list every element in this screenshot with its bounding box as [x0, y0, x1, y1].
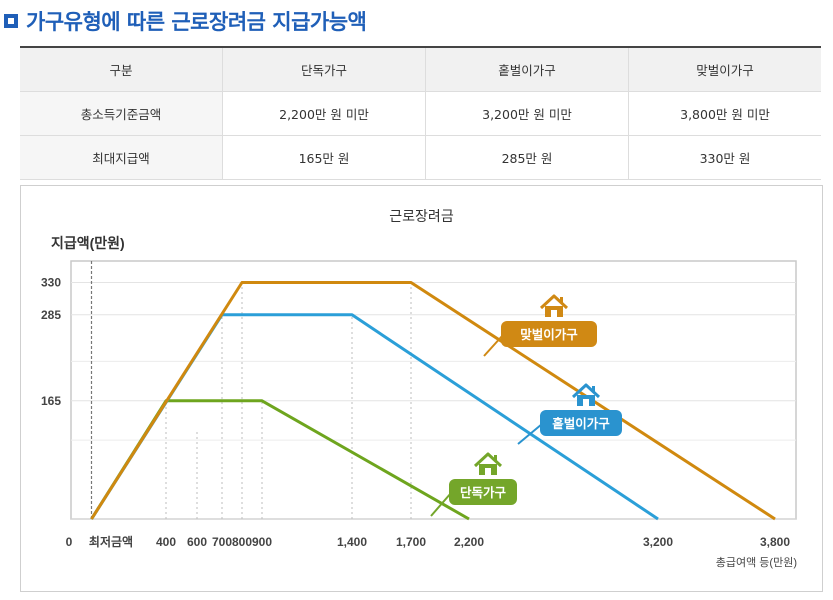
house-icon: [485, 468, 491, 475]
legend-label: 맞벌이가구: [520, 327, 578, 342]
table-row: 최대지급액 165만 원 285만 원 330만 원: [20, 135, 821, 180]
x-tick-label: 2,200: [454, 535, 484, 549]
y-tick-label: 285: [41, 308, 61, 322]
house-icon: [494, 455, 497, 461]
table-header-cell: 맞벌이가구: [628, 47, 821, 92]
house-icon: [571, 383, 601, 399]
y-axis-label: 지급액(만원): [51, 235, 125, 251]
house-icon: [560, 297, 563, 303]
legend-badge: [449, 479, 517, 505]
square-bullet-icon: [4, 14, 18, 28]
table-cell: 330만 원: [628, 135, 821, 180]
x-tick-label: 800: [232, 535, 252, 549]
house-icon: [539, 294, 569, 310]
x-tick-label: 400: [156, 535, 176, 549]
legend-connector: [517, 423, 543, 445]
table-header-row: 구분 단독가구 홑벌이가구 맞벌이가구: [20, 47, 821, 92]
x-tick-label: 900: [252, 535, 272, 549]
chart-title: 근로장려금: [389, 208, 454, 224]
table-header-cell: 홑벌이가구: [425, 47, 629, 92]
table-cell: 3,200만 원 미만: [425, 91, 629, 136]
x-tick-label: 600: [187, 535, 207, 549]
table-cell: 총소득기준금액: [20, 91, 223, 136]
house-icon: [551, 310, 557, 317]
table-cell: 2,200만 원 미만: [222, 91, 426, 136]
legend-label: 홑벌이가구: [552, 416, 610, 431]
x-tick-label: 최저금액: [89, 534, 133, 549]
x-tick-label: 700: [212, 535, 232, 549]
plot-area: [70, 260, 797, 520]
house-icon: [473, 452, 503, 468]
legend-connector: [483, 334, 504, 357]
legend-badge: [540, 410, 622, 436]
table-cell: 165만 원: [222, 135, 426, 180]
x-tick-label: 1,700: [396, 535, 426, 549]
house-icon: [592, 386, 595, 392]
table-header-cell: 구분: [20, 47, 223, 92]
x-tick-label: 3,200: [643, 535, 673, 549]
page-title-text: 가구유형에 따른 근로장려금 지급가능액: [26, 10, 367, 34]
table-cell: 최대지급액: [20, 135, 223, 180]
legend-badge: [501, 321, 597, 347]
y-tick-label: 165: [41, 394, 61, 408]
info-table: 구분 단독가구 홑벌이가구 맞벌이가구 총소득기준금액 2,200만 원 미만 …: [20, 46, 821, 180]
legend-connector: [430, 492, 452, 517]
table-header-cell: 단독가구: [222, 47, 426, 92]
y-tick-label: 330: [41, 276, 61, 290]
page-title: 가구유형에 따른 근로장려금 지급가능액: [4, 5, 367, 37]
table-cell: 285만 원: [425, 135, 629, 180]
x-axis-label: 총급여액 등(만원): [716, 556, 797, 569]
table-cell: 3,800만 원 미만: [628, 91, 821, 136]
x-tick-label: 1,400: [337, 535, 367, 549]
x-tick-label: 3,800: [760, 535, 790, 549]
table-row: 총소득기준금액 2,200만 원 미만 3,200만 원 미만 3,800만 원…: [20, 91, 821, 136]
x-tick-label: 0: [66, 535, 73, 549]
legend-label: 단독가구: [460, 485, 507, 500]
house-icon: [583, 399, 589, 406]
